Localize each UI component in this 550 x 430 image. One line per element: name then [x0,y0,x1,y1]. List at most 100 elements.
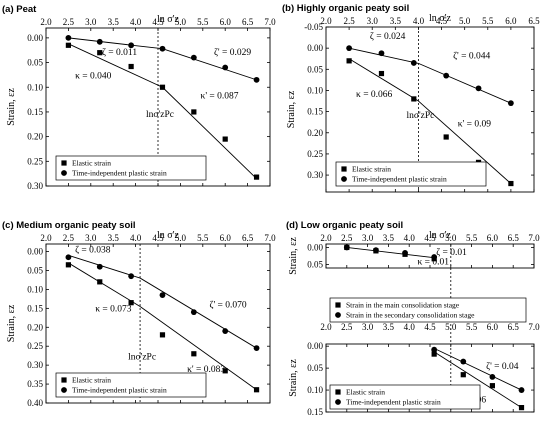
panel-a-point-circle [190,54,197,61]
panel-b-point-square [443,134,449,140]
panel-d-mid-xtick-label: 5.5 [466,322,478,332]
panel-d-upper-xtick-label: 4.0 [404,233,416,243]
panel-c-point-circle [96,263,103,270]
panel-b-point-square [411,96,417,102]
panel-a-xtick-label: 3.5 [108,17,120,27]
panel-d-upper-annotation: ζ = 0.01 [436,247,467,258]
panel-c-xtick-label: 3.0 [85,233,97,243]
panel-d-mid-xtick-label: 5.0 [445,322,457,332]
panel-d-upper-fit-line [346,246,435,259]
panel-c-xtick-label: 7.0 [264,233,276,243]
panel-d-lower-ytick-label: 0.10 [307,385,323,395]
panel-c-annotation: κ' = 0.083 [187,365,225,375]
panel-c-xtick-label: 2.5 [63,233,75,243]
panel-b-ytick-label: 0.15 [307,107,323,117]
panel-a-legend-marker [61,160,67,166]
x-axis-label: ln σ'z [429,13,451,24]
panel-c-point-square [222,368,228,374]
panel-d-lower-point-circle [431,346,438,353]
panel-a-ytick-label: 0.05 [27,58,43,68]
panel-a-point-circle [96,38,103,45]
panel-c-xtick-label: 3.5 [108,233,120,243]
panel-c-point-circle [159,292,166,299]
panel-a-legend-box [55,155,207,181]
panel-c-ytick-label: 0.00 [27,247,43,257]
panel-a-fit-line [68,43,163,88]
panel-c-point-circle [190,309,197,316]
panel-title: (c) Medium organic peaty soil [2,220,136,231]
panel-d-upper-legend-marker [335,312,341,318]
panel-c-ytick-label: 0.20 [27,322,43,332]
y-axis-label: Strain, εz [6,88,17,126]
panel-c-xtick-label: 4.5 [152,233,164,243]
panel-b-fit-line [418,100,512,184]
panel-a-ytick-label: 0.25 [27,156,43,166]
y-axis-label-lower: Strain, εz [288,359,299,397]
panel-d-upper-legend-label: Strain in the main consolidation stage [346,301,460,310]
panel-a-annotation: ζ' = 0.029 [214,47,251,58]
panel-b-point-circle [346,45,353,52]
panel-d-upper-xtick-label: 3.0 [362,233,374,243]
panel-d-upper-legend-label: Strain in the secondary consolidation st… [346,311,475,320]
panel-d-lower-ytick-label: 0.00 [307,341,323,351]
panel-b-point-circle [443,72,450,79]
panel-d-lower-annotation: ζ' = 0.04 [486,361,519,372]
panel-c-point-square [65,262,71,268]
panel-b-ytick-label: -0.05 [304,22,323,32]
panel-d-lower-legend-box [329,384,481,410]
panel-a-point-circle [159,45,166,52]
panel-d-lower-fit-line [433,351,522,408]
panel-a-legend-label: Time-independent plastic strain [72,169,167,178]
panel-d-lower-legend-marker [335,399,341,405]
panel-b-ytick-label: 0.00 [307,43,323,53]
panel-c-legend-label: Time-independent plastic strain [72,386,167,395]
panel-c-point-square [191,351,197,357]
panel-a-point-square [65,42,71,48]
panel-d-lower-point-square [518,405,525,411]
panel-d-upper-xtick-label: 6.5 [508,233,520,243]
panel-a-annotation: κ = 0.040 [75,71,112,81]
panel-b-legend-label: Elastic strain [352,165,391,174]
panel-b-xtick-label: 4.0 [413,16,425,26]
panel-c-legend-label: Elastic strain [72,376,111,385]
panel-b-fit-line [418,62,512,104]
panel-d-upper-point-circle [431,254,438,260]
panel-d-upper-point-circle [402,250,408,256]
panel-a-fit-line [68,37,163,50]
panel-c-legend-marker [61,377,67,383]
y-axis-label-upper: Strain, εz [288,237,299,275]
panel-b-point-square [378,70,385,77]
panel-c-ytick-label: 0.15 [27,303,43,313]
panel-b-annotation: κ' = 0.09 [458,119,491,129]
panel-c-point-circle [222,328,229,334]
panel-b-point-square [508,180,514,187]
panel-d-mid-xtick-label: 2.5 [341,322,353,332]
panel-a-xtick-label: 5.0 [175,17,187,27]
panel-a-legend-label: Elastic strain [72,159,111,168]
panel-d-upper-legend-box [329,297,527,323]
panel-c-point-square [97,279,103,285]
panel-c-xtick-label: 4.0 [130,233,142,243]
panel-b-ytick-label: 0.25 [307,149,323,159]
panel-b-xtick-label: 2.0 [320,16,332,26]
panel-b-legend-label: Time-independent plastic strain [352,175,447,184]
panel-a-xtick-label: 2.0 [40,17,52,27]
panel-c-annotation: ζ = 0.038 [75,245,111,256]
panel-c-point-circle [65,254,72,261]
panel-c-point-circle [128,273,135,280]
panel-a-fit-line [162,48,257,81]
panel-d-mid-xtick-label: 7.0 [528,322,540,332]
panel-c-ytick-label: 0.35 [27,379,43,389]
panel-c-xtick-label: 6.0 [220,233,232,243]
panel-d-lower-point-circle [518,387,525,393]
panel-a-point-circle [128,42,135,49]
panel-a-xtick-label: 3.0 [85,17,97,27]
panel-b-annotation: ζ' = 0.044 [453,51,490,62]
panel-c-fit-line [68,262,141,307]
panel-d-mid-xtick-label: 2.0 [320,322,332,332]
panel-d-lower-fit-line [433,347,522,391]
panel-c-precons-label: lnσ'zPc [128,352,156,362]
panel-c-ytick-label: 0.30 [27,360,43,370]
panel-c-annotation: κ = 0.073 [95,304,132,314]
